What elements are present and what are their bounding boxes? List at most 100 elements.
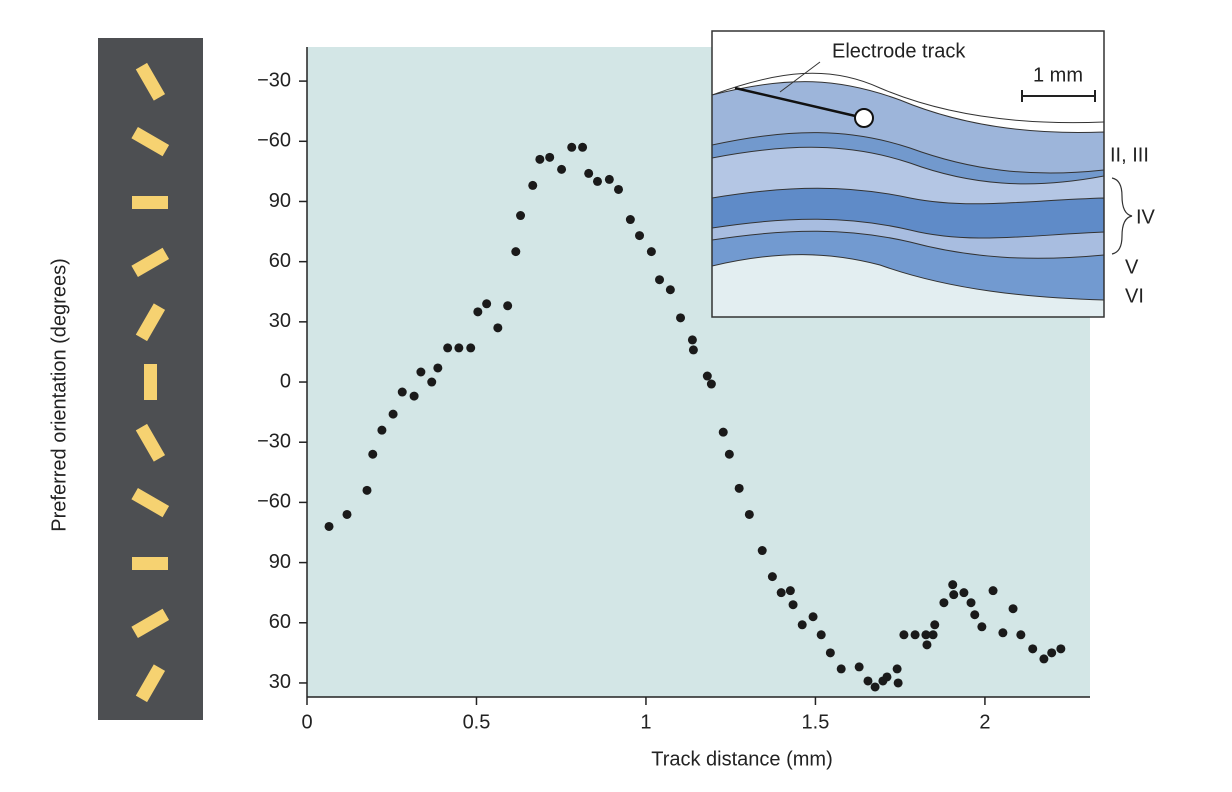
y-tick-label: 90 xyxy=(269,190,291,212)
annotation: Electrode track xyxy=(832,40,966,62)
point xyxy=(808,612,818,622)
x-tick-label: 1 xyxy=(640,711,651,733)
point xyxy=(870,682,880,692)
point xyxy=(702,371,712,381)
orientation-bar xyxy=(131,126,170,157)
point xyxy=(1056,644,1066,654)
point xyxy=(433,363,443,373)
annotation: 1 mm xyxy=(1033,64,1083,86)
point xyxy=(655,275,665,285)
point xyxy=(949,590,959,600)
point xyxy=(939,598,949,608)
point xyxy=(443,343,453,353)
point xyxy=(988,586,998,596)
point xyxy=(388,409,398,419)
point xyxy=(584,168,594,178)
point xyxy=(676,313,686,323)
point xyxy=(362,485,372,495)
point xyxy=(535,154,545,164)
point xyxy=(948,580,958,590)
surface xyxy=(712,72,1104,124)
orientation-bar xyxy=(144,364,157,400)
point xyxy=(625,215,635,225)
point xyxy=(377,425,387,435)
layer xyxy=(712,254,1104,317)
y-tick-label: −60 xyxy=(257,491,291,513)
point xyxy=(998,628,1008,638)
pointer xyxy=(779,61,821,93)
point xyxy=(1028,644,1038,654)
point xyxy=(863,676,873,686)
point xyxy=(816,630,826,640)
point xyxy=(970,610,980,620)
point xyxy=(959,588,969,598)
point xyxy=(921,630,931,640)
inset-border xyxy=(711,30,1105,318)
point xyxy=(977,622,987,632)
point xyxy=(473,307,483,317)
y-tick-label: −30 xyxy=(257,430,291,452)
orientation-bar xyxy=(132,196,168,209)
point xyxy=(1039,654,1049,664)
electrode-track xyxy=(734,86,865,120)
point xyxy=(416,367,426,377)
annotation: IV xyxy=(1136,206,1156,228)
point xyxy=(718,427,728,437)
point xyxy=(910,630,920,640)
point xyxy=(368,449,378,459)
point xyxy=(825,648,835,658)
point xyxy=(516,211,526,221)
orientation-icons xyxy=(131,62,170,703)
point xyxy=(567,142,577,152)
y-tick-label: 90 xyxy=(269,551,291,573)
x-tick-label: 2 xyxy=(979,711,990,733)
point xyxy=(578,142,588,152)
y-tick-label: 30 xyxy=(269,671,291,693)
point xyxy=(604,174,614,184)
point xyxy=(854,662,864,672)
point xyxy=(928,630,938,640)
x-axis-label: Track distance (mm) xyxy=(651,748,833,770)
annotation: II, III xyxy=(1110,144,1149,166)
point xyxy=(767,572,777,582)
point xyxy=(966,598,976,608)
point xyxy=(466,343,476,353)
inset: Electrode track 1 mm II, III IV V VI xyxy=(711,30,1156,318)
point xyxy=(665,285,675,295)
point xyxy=(592,176,602,186)
y-tick-label: 60 xyxy=(269,611,291,633)
orientation-bar xyxy=(132,557,168,570)
point xyxy=(482,299,492,309)
x-tick-label: 0 xyxy=(301,711,312,733)
point xyxy=(687,335,697,345)
point xyxy=(503,301,513,311)
y-tick-label: 30 xyxy=(269,310,291,332)
point xyxy=(324,521,334,531)
point xyxy=(427,377,437,387)
orientation-bar xyxy=(131,608,170,639)
y-tick-label: −30 xyxy=(257,69,291,91)
orientation-bar xyxy=(131,487,170,518)
point xyxy=(342,509,352,519)
orientation-bar xyxy=(131,247,170,278)
point xyxy=(397,387,407,397)
point xyxy=(788,600,798,610)
point xyxy=(797,620,807,630)
point xyxy=(545,152,555,162)
y-tick-label: −60 xyxy=(257,130,291,152)
point xyxy=(836,664,846,674)
brace xyxy=(1111,177,1133,255)
point xyxy=(1047,648,1057,658)
point xyxy=(409,391,419,401)
point xyxy=(776,588,786,598)
point xyxy=(614,184,624,194)
point xyxy=(882,672,892,682)
point xyxy=(899,630,909,640)
marks xyxy=(324,142,1066,692)
point xyxy=(454,343,464,353)
point xyxy=(1016,630,1026,640)
electrode-tip xyxy=(854,108,874,128)
orientation-bar xyxy=(135,303,166,342)
point xyxy=(734,483,744,493)
